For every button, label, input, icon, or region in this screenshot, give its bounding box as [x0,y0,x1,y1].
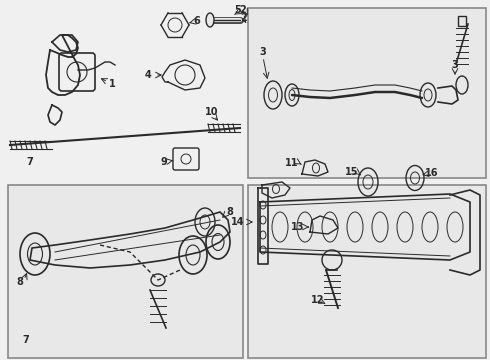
Text: 8: 8 [226,207,233,217]
Text: 5: 5 [235,5,242,15]
Bar [458,16,466,26]
Bar [8,185,243,358]
Text: 9: 9 [161,157,168,167]
Text: 6: 6 [194,16,200,26]
Text: 2: 2 [240,5,246,15]
Text: 4: 4 [145,70,151,80]
Text: 13: 13 [291,222,305,232]
Text: 11: 11 [285,158,299,168]
Text: 14: 14 [231,217,245,227]
Text: 3: 3 [260,47,267,57]
Text: 3: 3 [452,60,458,70]
Ellipse shape [206,13,214,27]
Text: 15: 15 [345,167,359,177]
Text: 12: 12 [311,295,325,305]
Text: 2: 2 [241,13,247,23]
Text: 10: 10 [205,107,219,117]
Bar [248,185,486,358]
Text: 1: 1 [109,79,115,89]
Text: 16: 16 [425,168,439,178]
Text: 7: 7 [26,157,33,167]
Text: 8: 8 [17,277,24,287]
Bar [248,8,486,178]
Text: 7: 7 [23,335,29,345]
